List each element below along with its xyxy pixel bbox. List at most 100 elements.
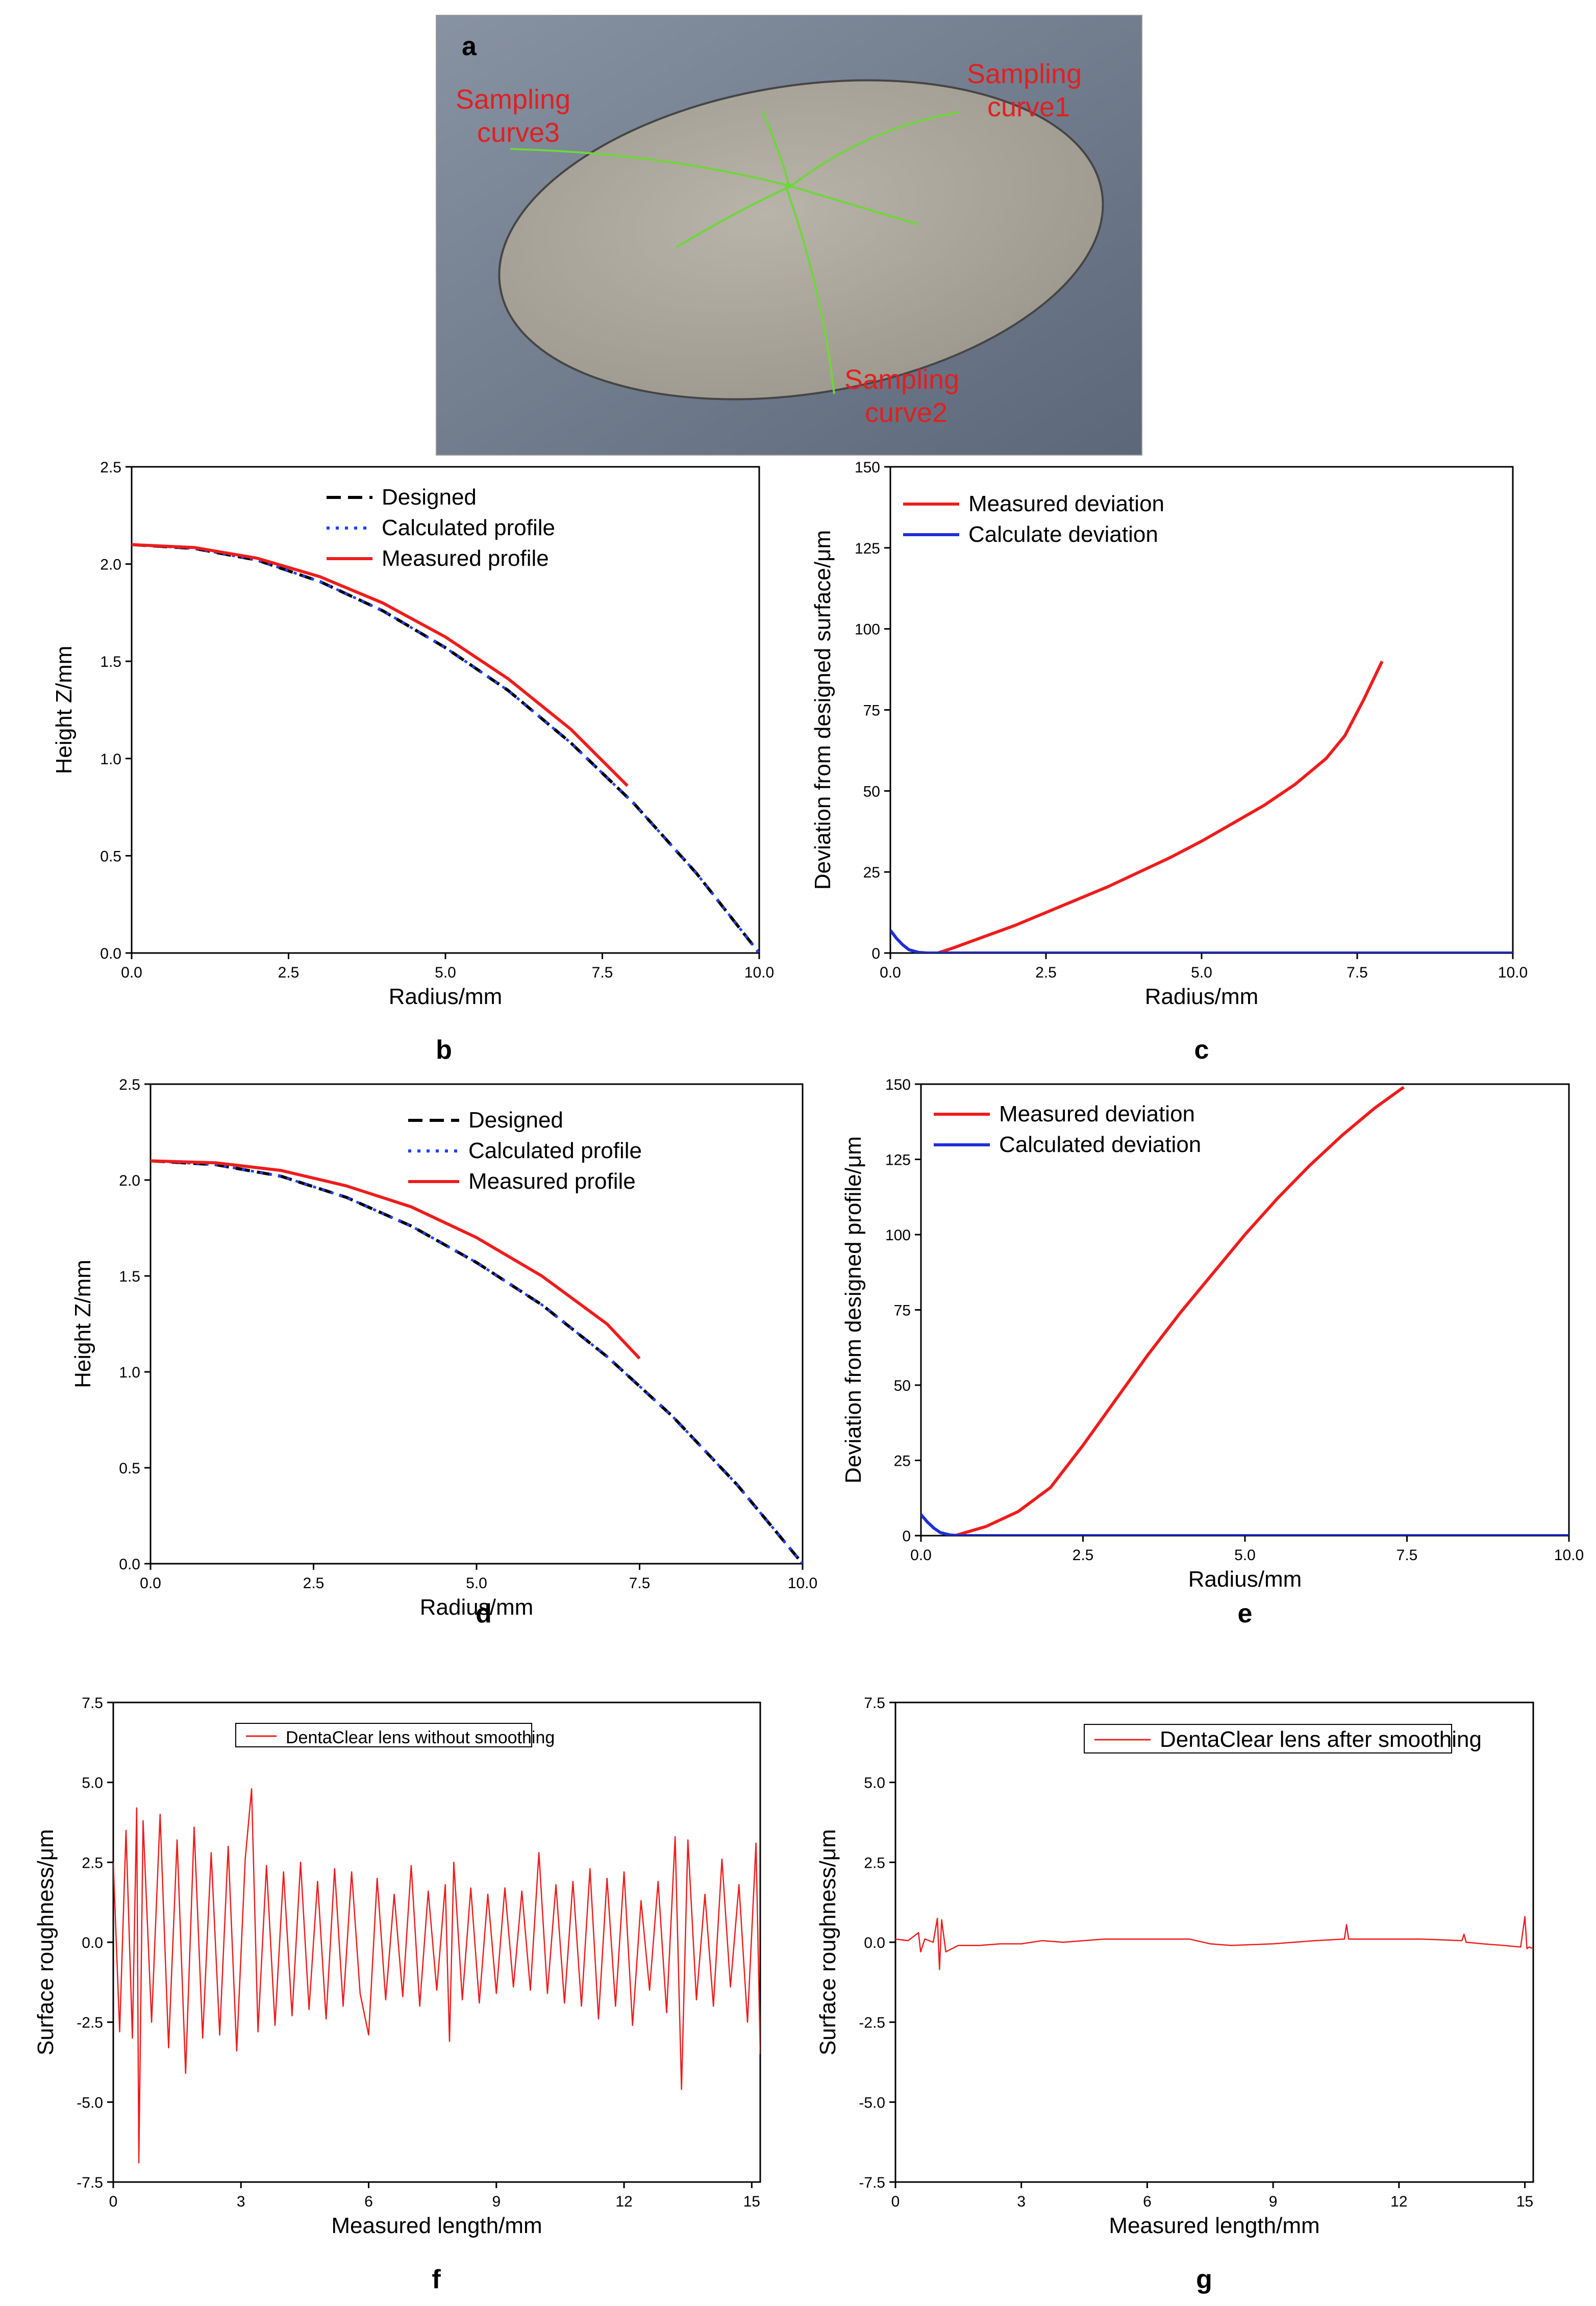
y-tick-label: 0.0 (100, 945, 121, 962)
chart-f: 0 3 6 9 12 15 -7.5 -5.0 -2.5 0.0 2.5 5.0 7.5 Measured… (33, 1695, 761, 2294)
series-line-1 (132, 543, 759, 953)
annotation-curve2-line1: Sampling (844, 364, 959, 395)
x-tick-label: 0.0 (880, 964, 901, 981)
panel-label-e: e (1238, 1599, 1253, 1628)
x-tick-label: 12 (1390, 2193, 1407, 2210)
x-tick-label: 3 (1017, 2193, 1026, 2210)
x-axis-label: Measured length/mm (331, 2213, 542, 2238)
y-tick-label: 0.0 (119, 1556, 140, 1573)
sampling-curve-4-line (675, 185, 791, 248)
legend-label-1: Designed (382, 485, 477, 510)
annotation-curve2-line2: curve2 (865, 397, 947, 428)
legend-label-1: Measured deviation (968, 491, 1164, 516)
legend-label-1: DentaClear lens after smoothing (1160, 1727, 1482, 1752)
series-group (895, 1916, 1533, 1970)
legend-label-1: Designed (468, 1108, 563, 1133)
x-axis-label: Radius/mm (1145, 984, 1259, 1009)
chart-c: 0.0 2.5 5.0 7.5 10.0 0 25 50 75 100 125 150 Radius/m… (810, 459, 1528, 1065)
x-tick-label: 5.0 (1191, 964, 1212, 981)
y-tick-label: -5.0 (859, 2094, 885, 2111)
series-line-1 (950, 1086, 1405, 1536)
x-axis-label: Radius/mm (1188, 1567, 1302, 1592)
series-group (921, 1086, 1569, 1536)
y-tick-label: 0.0 (864, 1935, 885, 1951)
x-tick-label: 10.0 (744, 964, 774, 981)
chart-b: 0.0 2.5 5.0 7.5 10.0 0.0 0.5 1.0 1.5 2.0 2.5 Radius… (52, 459, 774, 1065)
y-tick-label: -7.5 (77, 2174, 103, 2191)
series-group (113, 1788, 760, 2164)
y-tick-label: 2.5 (100, 459, 121, 476)
plot-frame (112, 1701, 761, 2183)
x-tick-label: 0.0 (910, 1547, 932, 1564)
sampling-curve-1-line (790, 111, 960, 187)
y-axis-label: Height Z/mm (52, 646, 77, 774)
x-tick-label: 15 (743, 2193, 760, 2210)
y-tick-label: 150 (885, 1076, 911, 1093)
series-line-1 (895, 1916, 1533, 1970)
legend-label-2: Calculated profile (382, 515, 555, 540)
series-group (132, 543, 759, 953)
annotation-curve3-line2: curve3 (477, 117, 560, 148)
y-axis-label: Surface roughness/μm (815, 1829, 840, 2056)
series-line-1 (151, 1159, 803, 1564)
x-tick-label: 7.5 (1396, 1547, 1418, 1564)
x-tick-label: 5.0 (435, 964, 456, 981)
x-axis-label: Radius/mm (420, 1595, 534, 1620)
y-tick-label: 25 (863, 864, 880, 881)
panel-label-b: b (436, 1035, 452, 1065)
series-line-3 (151, 1159, 641, 1360)
series-line-2 (890, 929, 1513, 953)
x-tick-label: 6 (1143, 2193, 1152, 2210)
chart-d: 0.0 2.5 5.0 7.5 10.0 0.0 0.5 1.0 1.5 2.0 2.5 Radius… (70, 1076, 817, 1628)
x-axis-label: Measured length/mm (1109, 2213, 1319, 2238)
series-line-3 (132, 543, 629, 787)
x-tick-label: 0 (891, 2193, 900, 2210)
series-line-1 (933, 660, 1384, 953)
curve-intersection-point (786, 183, 792, 189)
y-tick-label: -2.5 (77, 2015, 103, 2032)
y-axis-label: Deviation from designed surface/μm (810, 530, 835, 890)
series-line-2 (151, 1159, 803, 1564)
x-tick-label: 12 (615, 2193, 632, 2210)
legend-label-2: Calculate deviation (968, 522, 1158, 547)
y-tick-label: 5.0 (864, 1775, 885, 1792)
series-group (890, 660, 1513, 953)
series-line-2 (132, 543, 759, 953)
legend-box (235, 1723, 532, 1747)
legend-label-3: Measured profile (382, 546, 549, 571)
panel-label-d: d (476, 1599, 492, 1628)
series-line-1 (113, 1788, 760, 2164)
x-tick-label: 10.0 (788, 1575, 817, 1592)
chart-panels: 0.0 2.5 5.0 7.5 10.0 0.0 0.5 1.0 1.5 2.0 2.5 Radius… (33, 459, 1584, 2294)
x-tick-label: 9 (492, 2193, 501, 2210)
x-tick-label: 7.5 (629, 1575, 651, 1592)
y-tick-label: 2.5 (864, 1854, 885, 1871)
y-tick-label: 75 (863, 703, 880, 719)
legend-label-2: Calculated profile (468, 1138, 642, 1163)
chart-e: 0.0 2.5 5.0 7.5 10.0 0 25 50 75 100 125 150 Radius/m… (841, 1076, 1584, 1628)
panel-label-c: c (1194, 1035, 1209, 1065)
x-tick-label: 3 (237, 2193, 245, 2210)
panel-a-label: a (462, 32, 477, 61)
y-tick-label: 50 (894, 1377, 911, 1394)
x-tick-label: 0.0 (140, 1575, 161, 1592)
y-tick-label: 0.5 (100, 848, 121, 865)
series-group (151, 1159, 803, 1564)
legend: Designed Calculated profile Measured profi… (327, 485, 555, 571)
x-tick-label: 5.0 (466, 1575, 487, 1592)
y-tick-label: 1.0 (119, 1364, 140, 1381)
x-tick-label: 10.0 (1554, 1547, 1584, 1564)
x-tick-label: 2.5 (303, 1575, 325, 1592)
legend: Measured deviation Calculated deviation (934, 1101, 1201, 1157)
legend-label-2: Calculated deviation (999, 1132, 1201, 1157)
legend: Designed Calculated profile Measured profi… (408, 1108, 642, 1194)
panel-a: a Sampling curve1 Sampling curve3 Sampli… (436, 15, 1142, 456)
x-tick-label: 2.5 (278, 964, 300, 981)
legend-label-3: Measured profile (468, 1169, 636, 1194)
y-tick-label: 2.5 (119, 1076, 140, 1093)
panel-label-f: f (432, 2265, 441, 2294)
y-tick-label: 1.5 (119, 1268, 140, 1285)
x-tick-label: 7.5 (1346, 964, 1368, 981)
x-tick-label: 10.0 (1498, 964, 1528, 981)
y-axis-label: Height Z/mm (70, 1260, 95, 1388)
